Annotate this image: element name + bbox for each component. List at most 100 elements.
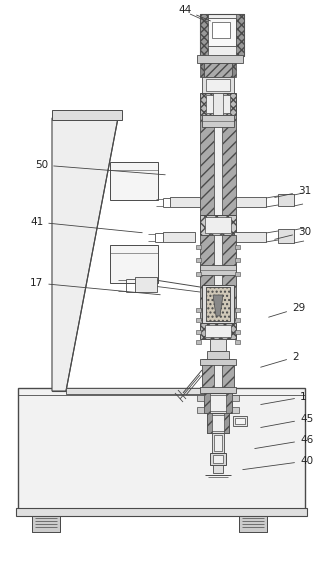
Bar xyxy=(212,22,230,38)
Bar xyxy=(202,77,234,93)
Bar xyxy=(200,14,208,56)
Text: 1: 1 xyxy=(261,392,307,405)
Bar xyxy=(196,258,201,262)
Bar xyxy=(196,340,201,344)
Bar xyxy=(200,235,214,320)
Bar xyxy=(206,18,236,46)
Bar xyxy=(222,235,236,320)
Text: 41: 41 xyxy=(30,217,142,233)
Bar xyxy=(205,217,231,233)
Bar xyxy=(233,416,247,426)
Bar xyxy=(200,359,236,365)
Text: 40: 40 xyxy=(243,456,313,470)
Bar xyxy=(197,395,204,401)
Text: 46: 46 xyxy=(255,435,313,449)
Bar xyxy=(210,415,226,431)
Bar xyxy=(196,245,201,249)
Bar xyxy=(197,55,243,63)
Bar xyxy=(236,14,244,56)
Bar xyxy=(200,323,236,339)
Bar xyxy=(224,413,229,433)
Bar xyxy=(235,308,240,312)
Text: 45: 45 xyxy=(261,414,313,428)
Bar xyxy=(214,235,222,320)
Text: 44: 44 xyxy=(178,5,211,21)
Text: 2: 2 xyxy=(261,352,299,367)
Bar xyxy=(234,197,266,207)
Bar xyxy=(200,215,236,235)
Bar xyxy=(18,388,305,510)
Bar xyxy=(222,359,234,391)
Bar xyxy=(200,115,214,215)
Bar xyxy=(232,395,239,401)
Bar xyxy=(207,413,229,433)
Bar xyxy=(235,340,240,344)
Text: 29: 29 xyxy=(269,303,305,317)
Bar xyxy=(170,197,202,207)
Bar xyxy=(16,508,307,516)
Bar xyxy=(235,245,240,249)
Bar xyxy=(235,318,240,322)
Bar xyxy=(202,359,214,391)
Bar xyxy=(213,455,223,463)
Text: 30: 30 xyxy=(275,227,311,239)
Bar xyxy=(235,418,245,424)
Bar xyxy=(163,232,195,242)
Bar xyxy=(210,453,226,465)
Bar xyxy=(226,393,232,413)
Polygon shape xyxy=(52,118,118,391)
Bar xyxy=(205,325,231,337)
Bar xyxy=(207,413,212,433)
Bar xyxy=(278,194,294,206)
Bar xyxy=(232,407,239,413)
Bar xyxy=(213,465,223,473)
Bar xyxy=(210,339,226,351)
Bar xyxy=(202,115,234,127)
Bar xyxy=(239,516,267,532)
Bar xyxy=(66,388,218,394)
Bar xyxy=(232,63,236,77)
Bar xyxy=(110,162,158,200)
Bar xyxy=(235,258,240,262)
Bar xyxy=(234,232,266,242)
Bar xyxy=(206,79,230,91)
Bar xyxy=(204,393,232,413)
Bar xyxy=(196,308,201,312)
Bar xyxy=(206,287,230,321)
Bar xyxy=(207,351,229,359)
Bar xyxy=(202,285,234,323)
Bar xyxy=(196,330,201,334)
Bar xyxy=(196,318,201,322)
Bar xyxy=(222,115,236,215)
Bar xyxy=(214,115,222,215)
Bar xyxy=(214,14,222,32)
Polygon shape xyxy=(213,295,223,316)
Bar xyxy=(213,93,223,115)
Bar xyxy=(204,393,210,413)
Bar xyxy=(196,272,201,276)
Bar xyxy=(52,118,66,391)
Bar xyxy=(197,407,204,413)
Bar xyxy=(200,265,236,275)
Text: 17: 17 xyxy=(30,278,160,295)
Bar xyxy=(235,272,240,276)
Bar xyxy=(52,110,122,120)
Bar xyxy=(204,63,232,77)
Text: 31: 31 xyxy=(275,186,311,197)
Bar xyxy=(207,395,229,411)
Bar xyxy=(200,63,204,77)
Bar xyxy=(200,14,244,56)
Bar xyxy=(32,516,60,532)
Bar xyxy=(200,387,236,393)
Bar xyxy=(200,93,236,115)
Bar xyxy=(214,435,222,451)
Bar xyxy=(206,287,230,321)
Bar xyxy=(110,245,158,283)
Bar xyxy=(206,95,230,113)
Bar xyxy=(135,277,157,292)
Text: 50: 50 xyxy=(35,160,165,175)
Bar xyxy=(235,330,240,334)
Bar xyxy=(214,359,222,391)
Bar xyxy=(212,433,224,453)
Bar xyxy=(278,229,294,243)
